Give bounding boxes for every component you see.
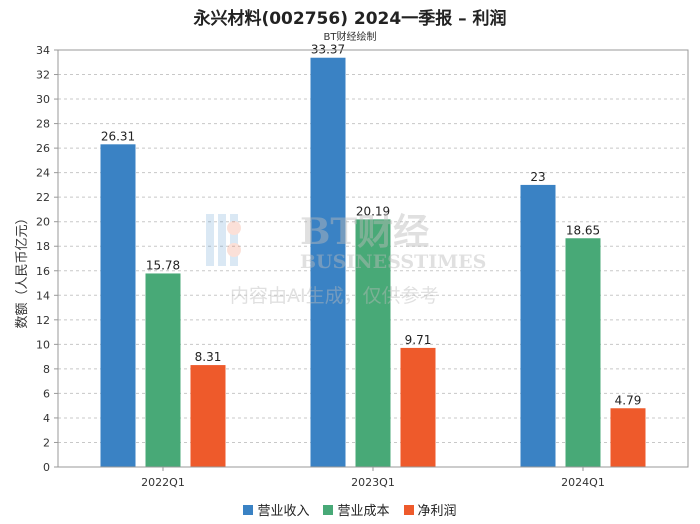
y-tick-label: 10 xyxy=(36,338,50,351)
legend-item-revenue[interactable]: 营业收入 xyxy=(243,500,309,519)
bar-2022Q1-2 xyxy=(190,365,226,467)
legend-label-cost: 营业成本 xyxy=(337,504,390,519)
data-label: 4.79 xyxy=(615,393,642,407)
y-tick-label: 22 xyxy=(36,191,50,204)
data-label: 26.31 xyxy=(101,129,135,143)
legend-swatch-net-profit xyxy=(403,504,414,515)
plot-frame xyxy=(57,49,689,468)
bars xyxy=(100,57,646,468)
y-tick-label: 12 xyxy=(36,314,50,327)
x-axis-ticks: 2022Q1 2023Q1 2024Q1 xyxy=(141,467,605,489)
y-tick-label: 18 xyxy=(36,240,50,253)
bar-2024Q1-1 xyxy=(565,238,601,467)
data-label: 15.78 xyxy=(146,258,180,272)
y-tick-label: 8 xyxy=(43,363,50,376)
chart-title: 永兴材料(002756) 2024一季报 – 利润 xyxy=(193,9,507,29)
data-label: 20.19 xyxy=(356,204,390,218)
bar-2023Q1-2 xyxy=(400,347,436,467)
x-tick-label: 2022Q1 xyxy=(141,476,185,489)
legend-item-cost[interactable]: 营业成本 xyxy=(323,500,390,519)
y-tick-label: 30 xyxy=(36,93,50,106)
data-label: 8.31 xyxy=(195,350,222,364)
data-label: 9.71 xyxy=(405,333,432,347)
y-tick-label: 2 xyxy=(43,436,50,449)
bar-2024Q1-0 xyxy=(520,184,556,468)
y-tick-label: 16 xyxy=(36,265,50,278)
data-label: 23 xyxy=(530,170,545,184)
x-tick-label: 2024Q1 xyxy=(561,476,605,489)
chart-subtitle: BT财经绘制 xyxy=(323,32,377,43)
legend-swatch-cost xyxy=(323,504,334,515)
y-tick-label: 4 xyxy=(43,412,50,425)
bar-2022Q1-0 xyxy=(100,144,136,467)
y-tick-label: 32 xyxy=(36,69,50,82)
bar-2023Q1-0 xyxy=(310,57,346,467)
y-tick-label: 26 xyxy=(36,142,50,155)
y-axis-label: 数额（人民币亿元） xyxy=(15,211,30,328)
y-tick-label: 28 xyxy=(36,118,50,131)
y-tick-label: 0 xyxy=(43,461,50,474)
legend-swatch-revenue xyxy=(243,504,254,515)
y-tick-label: 24 xyxy=(36,167,50,180)
x-tick-label: 2023Q1 xyxy=(351,476,395,489)
bar-2024Q1-2 xyxy=(610,408,646,467)
legend-label-revenue: 营业收入 xyxy=(257,504,310,519)
bar-2023Q1-1 xyxy=(355,219,391,467)
legend: 营业收入 营业成本 净利润 xyxy=(0,500,700,519)
legend-item-net-profit[interactable]: 净利润 xyxy=(403,500,457,519)
bar-2022Q1-1 xyxy=(145,273,181,467)
y-tick-label: 6 xyxy=(43,387,50,400)
legend-label-net-profit: 净利润 xyxy=(417,504,457,519)
y-tick-label: 20 xyxy=(36,216,50,229)
data-label: 18.65 xyxy=(566,223,600,237)
y-tick-label: 34 xyxy=(36,44,50,57)
y-tick-label: 14 xyxy=(36,289,50,302)
